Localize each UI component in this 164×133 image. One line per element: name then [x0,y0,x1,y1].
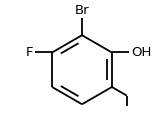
Text: OH: OH [131,46,151,59]
Text: F: F [26,46,34,59]
Text: Br: Br [75,4,89,16]
